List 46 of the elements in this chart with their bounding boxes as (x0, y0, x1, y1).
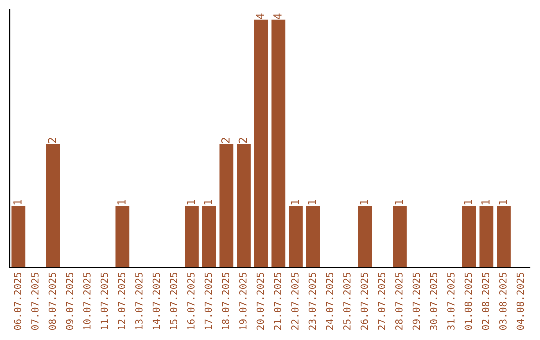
x-tick-label: 03.08.2025 (499, 272, 507, 330)
data-label: 2 (222, 138, 230, 144)
x-tick-label: 31.07.2025 (447, 272, 455, 330)
x-tick-label: 17.07.2025 (204, 272, 212, 330)
x-tick-label: 25.07.2025 (343, 272, 351, 330)
x-tick-label: 28.07.2025 (395, 272, 403, 330)
x-tick-label: 26.07.2025 (360, 272, 368, 330)
data-label: 1 (118, 200, 126, 205)
x-tick-label: 04.08.2025 (516, 272, 524, 330)
x-tick-label: 30.07.2025 (430, 272, 438, 330)
x-tick-label: 12.07.2025 (118, 272, 126, 330)
x-tick-label: 21.07.2025 (274, 272, 282, 330)
data-label: 1 (308, 200, 316, 205)
data-label: 2 (238, 138, 248, 144)
x-tick-label: 15.07.2025 (170, 272, 178, 330)
data-label: 1 (204, 200, 212, 205)
x-tick-label: 01.08.2025 (464, 272, 472, 330)
x-tick-label: 02.08.2025 (482, 272, 490, 330)
data-label: 1 (498, 200, 508, 205)
x-tick-label: 24.07.2025 (326, 272, 334, 330)
data-label: 1 (360, 200, 368, 205)
x-tick-label: 07.07.2025 (31, 272, 39, 330)
x-tick-label: 13.07.2025 (135, 272, 143, 330)
data-label: 1 (482, 200, 490, 205)
x-tick-label: 22.07.2025 (291, 272, 299, 330)
data-label: 1 (394, 200, 404, 205)
x-tick-label: 23.07.2025 (308, 272, 316, 330)
data-label: 2 (48, 138, 56, 144)
data-label: 4 (256, 14, 264, 20)
x-tick-label: 18.07.2025 (222, 272, 230, 330)
data-label: 4 (274, 14, 282, 20)
x-tick-label: 11.07.2025 (100, 272, 108, 330)
data-label: 1 (464, 200, 472, 205)
x-tick-label: 16.07.2025 (187, 272, 195, 330)
x-tick-label: 20.07.2025 (256, 272, 264, 330)
x-tick-label: 08.07.2025 (48, 272, 56, 330)
x-tick-label: 06.07.2025 (14, 272, 22, 330)
x-tick-label: 19.07.2025 (239, 272, 247, 330)
x-tick-label: 09.07.2025 (66, 272, 74, 330)
x-tick-label: 27.07.2025 (378, 272, 386, 330)
x-tick-label: 10.07.2025 (83, 272, 91, 330)
x-tick-label: 29.07.2025 (412, 272, 420, 330)
data-label: 1 (290, 200, 300, 205)
x-tick-label: 14.07.2025 (152, 272, 160, 330)
data-label: 1 (186, 200, 196, 205)
data-label: 1 (14, 200, 22, 205)
